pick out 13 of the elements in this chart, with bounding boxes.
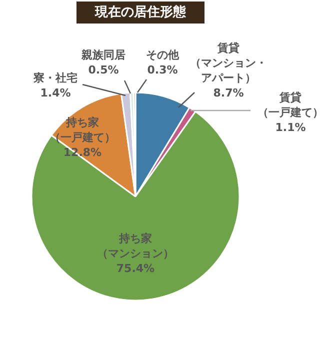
chart-title: 現在の居住形態: [94, 4, 187, 20]
slice-label: その他: [146, 48, 180, 62]
data-label: 1.4%: [40, 86, 71, 100]
slice-label: 賃貸（一戸建て）: [258, 91, 324, 119]
slice-label: 寮・社宅: [32, 72, 78, 85]
slice-label: 持ち家（マンション）: [97, 232, 174, 260]
data-label: 1.1%: [275, 120, 306, 134]
data-label: 75.4%: [116, 262, 155, 275]
slice-label: 賃貸（マンション・アパート）: [190, 42, 267, 84]
data-label: 0.3%: [147, 63, 178, 76]
data-label: 8.7%: [213, 86, 244, 100]
slice-label: 親族同居: [80, 48, 126, 62]
data-label: 0.5%: [88, 63, 119, 76]
